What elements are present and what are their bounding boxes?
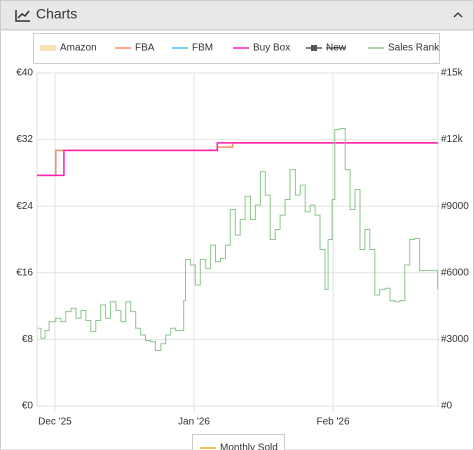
plot-area <box>36 72 439 407</box>
series-line <box>37 128 439 351</box>
y-tick-label: €8 <box>22 334 34 345</box>
x-tick-label: Dec '25 <box>38 417 72 428</box>
series-line <box>37 142 438 177</box>
legend-marker <box>311 45 317 51</box>
legend-label[interactable]: FBA <box>135 43 155 54</box>
x-tick-label: Feb '26 <box>317 417 350 428</box>
legend-label[interactable]: Buy Box <box>253 43 290 54</box>
y2-tick-label: #6000 <box>441 267 469 278</box>
y-tick-label: €32 <box>16 134 33 145</box>
collapse-toggle[interactable] <box>453 12 463 18</box>
y-tick-label: €16 <box>16 267 33 278</box>
x-tick-label: Jan '26 <box>178 417 210 428</box>
y2-tick-label: #0 <box>441 401 453 412</box>
legend-label[interactable]: FBM <box>192 43 213 54</box>
y2-tick-label: #15k <box>441 68 464 79</box>
y-tick-label: €0 <box>22 401 34 412</box>
y2-tick-label: #12k <box>441 134 464 145</box>
panel-title: Charts <box>36 6 77 22</box>
legend-swatch <box>40 45 56 51</box>
legend-label[interactable]: Sales Rank <box>388 43 440 54</box>
chart-icon <box>15 10 30 22</box>
y2-tick-label: #9000 <box>441 201 469 212</box>
legend-label[interactable]: Amazon <box>60 43 97 54</box>
legend-label[interactable]: Monthly Sold <box>220 443 278 450</box>
panel-body <box>0 29 474 450</box>
panel-header <box>0 0 474 30</box>
legend-label[interactable]: New <box>326 43 347 54</box>
y-tick-label: €40 <box>16 68 33 79</box>
series-line <box>37 142 438 177</box>
y2-tick-label: #3000 <box>441 334 469 345</box>
y-tick-label: €24 <box>16 201 33 212</box>
